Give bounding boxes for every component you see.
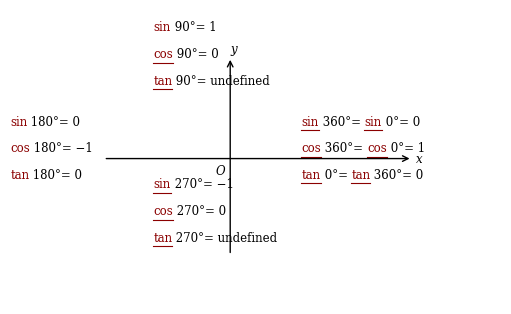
Text: 180°= −1: 180°= −1: [30, 142, 92, 155]
Text: cos: cos: [367, 142, 387, 155]
Text: sin: sin: [153, 21, 171, 35]
Text: sin: sin: [364, 116, 382, 129]
Text: sin: sin: [153, 178, 171, 192]
Text: 360°=: 360°=: [321, 142, 367, 155]
Text: tan: tan: [301, 169, 320, 182]
Text: 360°= 0: 360°= 0: [370, 169, 424, 182]
Text: 270°= −1: 270°= −1: [171, 178, 234, 192]
Text: cos: cos: [10, 142, 30, 155]
Text: 360°=: 360°=: [319, 116, 364, 129]
Text: 0°= 1: 0°= 1: [387, 142, 425, 155]
Text: 270°= 0: 270°= 0: [173, 205, 226, 218]
Text: tan: tan: [153, 232, 172, 245]
Text: O: O: [216, 165, 225, 178]
Text: 180°= 0: 180°= 0: [29, 169, 82, 182]
Text: 180°= 0: 180°= 0: [28, 116, 80, 129]
Text: y: y: [230, 43, 237, 56]
Text: 90°= 0: 90°= 0: [173, 48, 219, 61]
Text: 0°=: 0°=: [320, 169, 352, 182]
Text: tan: tan: [153, 75, 172, 88]
Text: x: x: [415, 153, 422, 165]
Text: cos: cos: [153, 48, 173, 61]
Text: 90°= undefined: 90°= undefined: [172, 75, 270, 88]
Text: sin: sin: [10, 116, 28, 129]
Text: sin: sin: [301, 116, 319, 129]
Text: tan: tan: [10, 169, 29, 182]
Text: tan: tan: [352, 169, 370, 182]
Text: cos: cos: [301, 142, 321, 155]
Text: 0°= 0: 0°= 0: [382, 116, 420, 129]
Text: 90°= 1: 90°= 1: [171, 21, 216, 35]
Text: cos: cos: [153, 205, 173, 218]
Text: 270°= undefined: 270°= undefined: [172, 232, 277, 245]
